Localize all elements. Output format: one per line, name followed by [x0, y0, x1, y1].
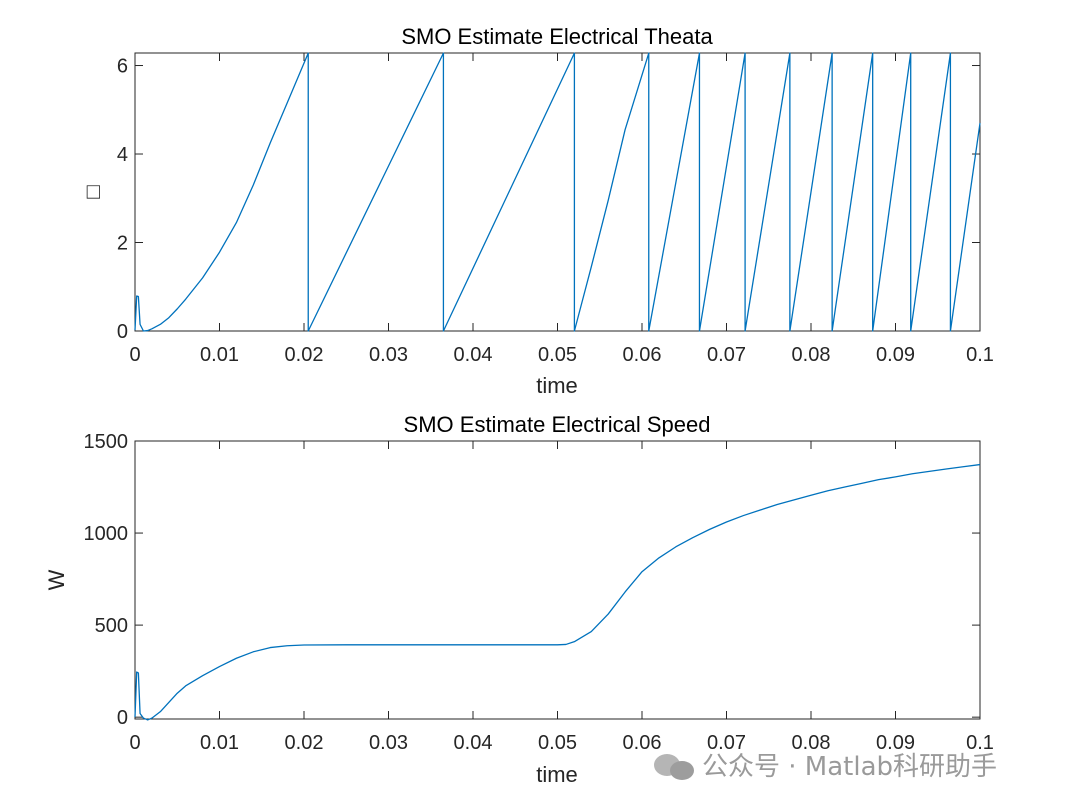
wechat-icon [652, 748, 696, 782]
theta-ylabel: □ [80, 185, 105, 198]
theta-xtick-label: 0.08 [792, 344, 831, 366]
theta-ytick-label: 6 [117, 56, 128, 78]
theta-ytick-label: 0 [117, 321, 128, 343]
speed-xtick-label: 0.02 [285, 732, 324, 754]
speed-ticks: 0 0.01 0.02 0.03 0.04 0.05 0.06 0.07 0.08 0.09 0.1… [84, 431, 994, 754]
theta-xtick-label: 0.03 [369, 344, 408, 366]
theta-plot-box [134, 52, 981, 332]
theta-series [134, 52, 981, 332]
speed-ytick-label: 0 [117, 707, 128, 729]
theta-line-theta [134, 52, 981, 332]
theta-title: SMO Estimate Electrical Theata [401, 24, 713, 49]
theta-xtick-label: 0.06 [623, 344, 662, 366]
speed-ytick-label: 500 [95, 615, 128, 637]
theta-axes: 0 0.01 0.02 0.03 0.04 0.05 0.06 0.07 0.08 0.09 0.1… [80, 24, 994, 398]
watermark-text: 公众号 · Matlab科研助手 [702, 752, 998, 782]
theta-xtick-label: 0.07 [707, 344, 746, 366]
theta-ytick-label: 2 [117, 233, 128, 255]
speed-xlabel: time [536, 762, 578, 787]
speed-line-speed [134, 463, 981, 721]
speed-xtick-label: 0.09 [876, 732, 915, 754]
speed-xtick-label: 0 [129, 732, 140, 754]
watermark: 公众号 · Matlab科研助手 [652, 746, 997, 783]
speed-xtick-label: 0.01 [200, 732, 239, 754]
speed-xtick-label: 0.04 [454, 732, 493, 754]
theta-ytick-label: 4 [117, 144, 128, 166]
theta-xtick-label: 0.09 [876, 344, 915, 366]
theta-xtick-label: 0.02 [285, 344, 324, 366]
speed-axes: 0 0.01 0.02 0.03 0.04 0.05 0.06 0.07 0.08 0.09 0.1… [44, 412, 994, 787]
theta-xtick-label: 0 [129, 344, 140, 366]
speed-xtick-label: 0.03 [369, 732, 408, 754]
speed-xtick-label: 0.08 [792, 732, 831, 754]
speed-ytick-label: 1500 [84, 431, 129, 453]
theta-xtick-label: 0.01 [200, 344, 239, 366]
theta-xtick-label: 0.05 [538, 344, 577, 366]
speed-plot-box [134, 440, 981, 720]
speed-xtick-label: 0.07 [707, 732, 746, 754]
speed-xtick-label: 0.05 [538, 732, 577, 754]
theta-xtick-label: 0.04 [454, 344, 493, 366]
theta-xtick-label: 0.1 [966, 344, 994, 366]
theta-xlabel: time [536, 373, 578, 398]
speed-xtick-label: 0.1 [966, 732, 994, 754]
speed-series [134, 463, 981, 721]
speed-ylabel: W [44, 569, 69, 590]
speed-xtick-label: 0.06 [623, 732, 662, 754]
speed-ytick-label: 1000 [84, 523, 129, 545]
theta-ticks: 0 0.01 0.02 0.03 0.04 0.05 0.06 0.07 0.08 0.09 0.1… [117, 53, 994, 366]
speed-title: SMO Estimate Electrical Speed [404, 412, 711, 437]
